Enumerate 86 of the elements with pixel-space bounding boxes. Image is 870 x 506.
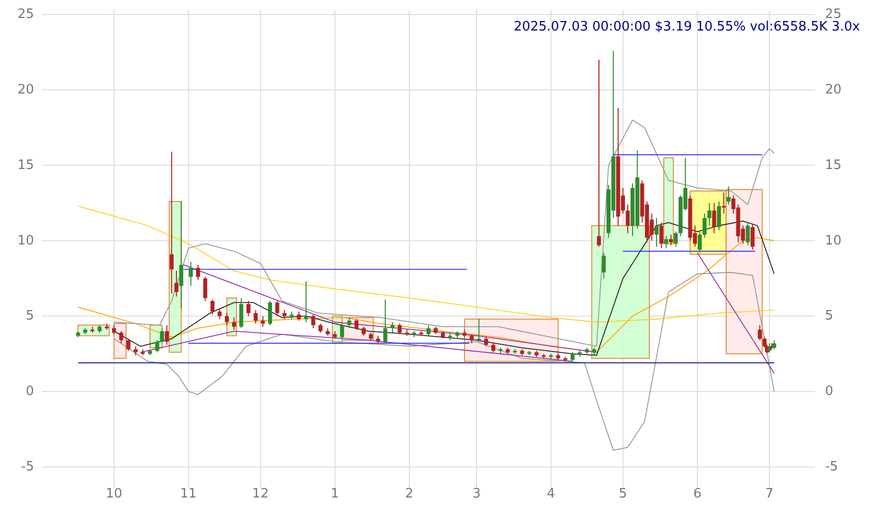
x-tick-label: 7: [765, 486, 774, 502]
candlestick: [390, 322, 394, 334]
line-series: [114, 272, 775, 451]
candlestick: [155, 340, 160, 353]
candlestick: [726, 186, 731, 206]
candlestick: [126, 338, 130, 352]
y-tick-label: -5: [21, 459, 34, 474]
y2-tick-label: -5: [825, 459, 838, 474]
candlestick: [318, 323, 322, 334]
x-tick-label: 4: [546, 486, 556, 502]
candlestick: [426, 324, 430, 336]
line-series: [78, 206, 775, 323]
x-tick-label: 2: [405, 486, 414, 502]
candlestick: [570, 352, 575, 362]
y2-tick-label: 0: [825, 384, 834, 400]
candlestick: [470, 334, 474, 344]
candlestick: [268, 300, 272, 326]
line-series: [140, 330, 573, 362]
candlestick: [224, 312, 229, 326]
candlestick: [112, 324, 116, 335]
candlestick: [702, 213, 707, 238]
x-tick-label: 5: [618, 486, 628, 502]
candlestick: [196, 264, 200, 280]
candlestick: [398, 323, 402, 335]
x-tick-label: 6: [693, 486, 702, 502]
candlestick: [602, 252, 606, 279]
candlestick: [746, 222, 750, 246]
text: 2025.07.03 00:00:00 $3.19 10.55% vol:6558.5K 3.0x: [514, 20, 860, 35]
candlestick: [260, 316, 265, 328]
candlestick: [119, 330, 124, 344]
candlestick: [311, 314, 316, 329]
y-tick-label: 0: [26, 384, 34, 400]
candlestick: [210, 299, 214, 316]
candlestick: [164, 324, 169, 346]
candlestick: [160, 328, 164, 344]
y-tick-label: 20: [17, 82, 34, 98]
y-tick-label: 10: [17, 233, 34, 248]
candlestick: [218, 308, 222, 320]
candlestick: [188, 261, 193, 286]
candlestick: [476, 318, 481, 342]
candlestick: [304, 280, 308, 323]
candlestick: [296, 311, 301, 322]
candlestick: [668, 234, 673, 246]
x-tick-label: 10: [106, 486, 122, 502]
candlestick: [275, 300, 280, 317]
x-tick-label: 12: [252, 486, 269, 502]
x-tick-label: 3: [472, 486, 481, 502]
y2-tick-label: 5: [825, 308, 834, 324]
candlestick: [491, 342, 496, 353]
candlestick: [750, 224, 755, 250]
candlestick: [722, 192, 726, 214]
candlestick: [596, 59, 601, 248]
candlestick: [134, 346, 138, 356]
candlestick: [626, 204, 630, 234]
candlestick: [758, 324, 762, 341]
y2-tick-label: 10: [825, 233, 842, 248]
candlestick: [712, 202, 716, 234]
x-tick-label: 11: [180, 486, 197, 502]
y2-tick-label: 20: [825, 82, 842, 98]
candlestick: [347, 317, 352, 329]
y-tick-label: 25: [17, 7, 34, 22]
candlestick: [354, 318, 358, 330]
candlestick: [174, 270, 178, 297]
candlestick: [170, 151, 174, 294]
candlestick: [246, 300, 250, 317]
candlestick: [179, 201, 184, 310]
candlestick: [383, 299, 388, 344]
candlestick: [659, 222, 664, 249]
candlestick: [340, 323, 344, 340]
candlestick: [239, 298, 244, 329]
y2-tick-label: 15: [825, 158, 842, 173]
y-tick-label: 15: [17, 158, 34, 173]
candlestick: [232, 317, 236, 330]
candlestick: [664, 236, 668, 249]
candlestick: [716, 201, 721, 231]
candlestick: [282, 310, 286, 320]
candlestick: [698, 231, 702, 254]
x-tick-label: 1: [330, 486, 340, 502]
candlestick: [203, 276, 208, 302]
candlestick: [362, 326, 366, 336]
y-tick-label: 5: [26, 308, 34, 324]
candlestick: [707, 202, 712, 226]
candlestick: [484, 336, 488, 347]
candlestick: [674, 231, 678, 248]
candlestick: [654, 218, 659, 248]
candlestick: [254, 310, 258, 324]
